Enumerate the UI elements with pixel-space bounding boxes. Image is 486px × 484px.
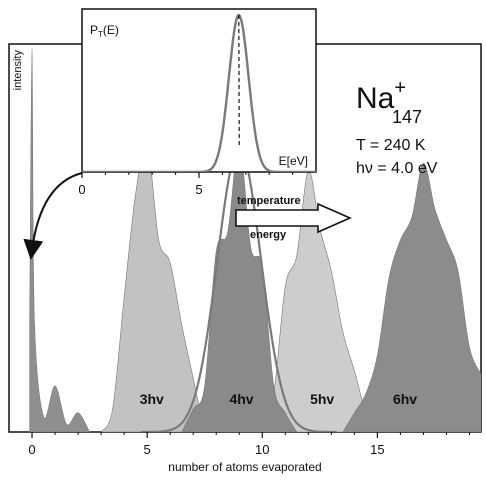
curved-arrow	[23, 172, 83, 260]
pt-label-sub: T	[98, 30, 103, 39]
photon-energy-label: hν = 4.0 eV	[356, 160, 438, 177]
inset-plot-frame	[81, 8, 317, 173]
inset-y-axis-label: PT(E)	[90, 23, 119, 39]
main-x-tick-label: 10	[255, 442, 269, 457]
band-label-4hv: 4hv	[229, 391, 253, 407]
inset-x-axis-label: E[eV]	[279, 154, 308, 168]
series-area-first-peak	[29, 47, 90, 432]
inset-pt-curve	[82, 13, 316, 172]
main-x-tick-label: 0	[28, 442, 35, 457]
main-x-tick-label: 5	[144, 442, 151, 457]
inset-x-tick-label: 0	[78, 182, 85, 197]
band-label-3hv: 3hv	[140, 391, 164, 407]
ion-subscript: 147	[392, 107, 422, 127]
ion-superscript: +	[394, 77, 406, 99]
hollow-block-arrow	[235, 202, 352, 234]
ion-label: Na+	[356, 77, 406, 115]
main-x-axis-label: number of atoms evaporated	[168, 460, 321, 474]
ion-symbol: Na	[356, 82, 395, 115]
temperature-label: T = 240 K	[356, 137, 426, 154]
inset-chart-marks	[82, 13, 316, 172]
pt-label-rest: (E)	[103, 23, 119, 37]
main-y-axis-label: intensity	[12, 50, 24, 91]
main-x-ticks: 0 5 10 15	[28, 432, 470, 457]
band-label-5hv: 5hv	[310, 391, 334, 407]
main-x-tick-label: 15	[370, 442, 384, 457]
arrow-label-energy: energy	[250, 229, 287, 241]
series-area-6hv	[342, 162, 481, 432]
main-chart-marks: 3hv 4hv 5hv 6hv	[29, 47, 481, 432]
inset-x-tick-label: 5	[195, 182, 202, 197]
band-label-6hv: 6hv	[393, 391, 417, 407]
arrow-label-temperature: temperature	[237, 195, 301, 207]
pt-label-main: P	[90, 23, 98, 37]
